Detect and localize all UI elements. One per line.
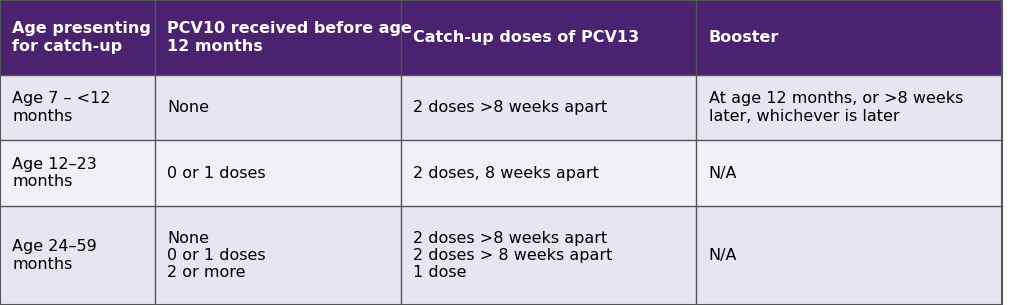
FancyBboxPatch shape bbox=[400, 140, 696, 206]
Text: 2 doses >8 weeks apart
2 doses > 8 weeks apart
1 dose: 2 doses >8 weeks apart 2 doses > 8 weeks… bbox=[413, 231, 612, 280]
FancyBboxPatch shape bbox=[0, 75, 156, 140]
Text: Catch-up doses of PCV13: Catch-up doses of PCV13 bbox=[413, 30, 639, 45]
FancyBboxPatch shape bbox=[0, 0, 156, 75]
FancyBboxPatch shape bbox=[696, 140, 1002, 206]
FancyBboxPatch shape bbox=[696, 0, 1002, 75]
FancyBboxPatch shape bbox=[400, 0, 696, 75]
FancyBboxPatch shape bbox=[696, 206, 1002, 305]
Text: 2 doses, 8 weeks apart: 2 doses, 8 weeks apart bbox=[413, 166, 599, 181]
Text: 0 or 1 doses: 0 or 1 doses bbox=[167, 166, 266, 181]
Text: PCV10 received before age
12 months: PCV10 received before age 12 months bbox=[167, 21, 413, 54]
FancyBboxPatch shape bbox=[156, 0, 400, 75]
Text: At age 12 months, or >8 weeks
later, whichever is later: At age 12 months, or >8 weeks later, whi… bbox=[709, 91, 963, 124]
Text: Age 7 – <12
months: Age 7 – <12 months bbox=[12, 91, 111, 124]
Text: None: None bbox=[167, 100, 209, 115]
Text: None
0 or 1 doses
2 or more: None 0 or 1 doses 2 or more bbox=[167, 231, 266, 280]
FancyBboxPatch shape bbox=[0, 140, 156, 206]
Text: Booster: Booster bbox=[709, 30, 779, 45]
Text: Age presenting
for catch-up: Age presenting for catch-up bbox=[12, 21, 151, 54]
FancyBboxPatch shape bbox=[156, 140, 400, 206]
Text: Age 24–59
months: Age 24–59 months bbox=[12, 239, 97, 272]
FancyBboxPatch shape bbox=[696, 75, 1002, 140]
Text: N/A: N/A bbox=[709, 248, 737, 263]
FancyBboxPatch shape bbox=[400, 206, 696, 305]
Text: 2 doses >8 weeks apart: 2 doses >8 weeks apart bbox=[413, 100, 607, 115]
Text: Age 12–23
months: Age 12–23 months bbox=[12, 157, 97, 189]
FancyBboxPatch shape bbox=[0, 206, 156, 305]
Text: N/A: N/A bbox=[709, 166, 737, 181]
FancyBboxPatch shape bbox=[156, 206, 400, 305]
FancyBboxPatch shape bbox=[156, 75, 400, 140]
FancyBboxPatch shape bbox=[400, 75, 696, 140]
